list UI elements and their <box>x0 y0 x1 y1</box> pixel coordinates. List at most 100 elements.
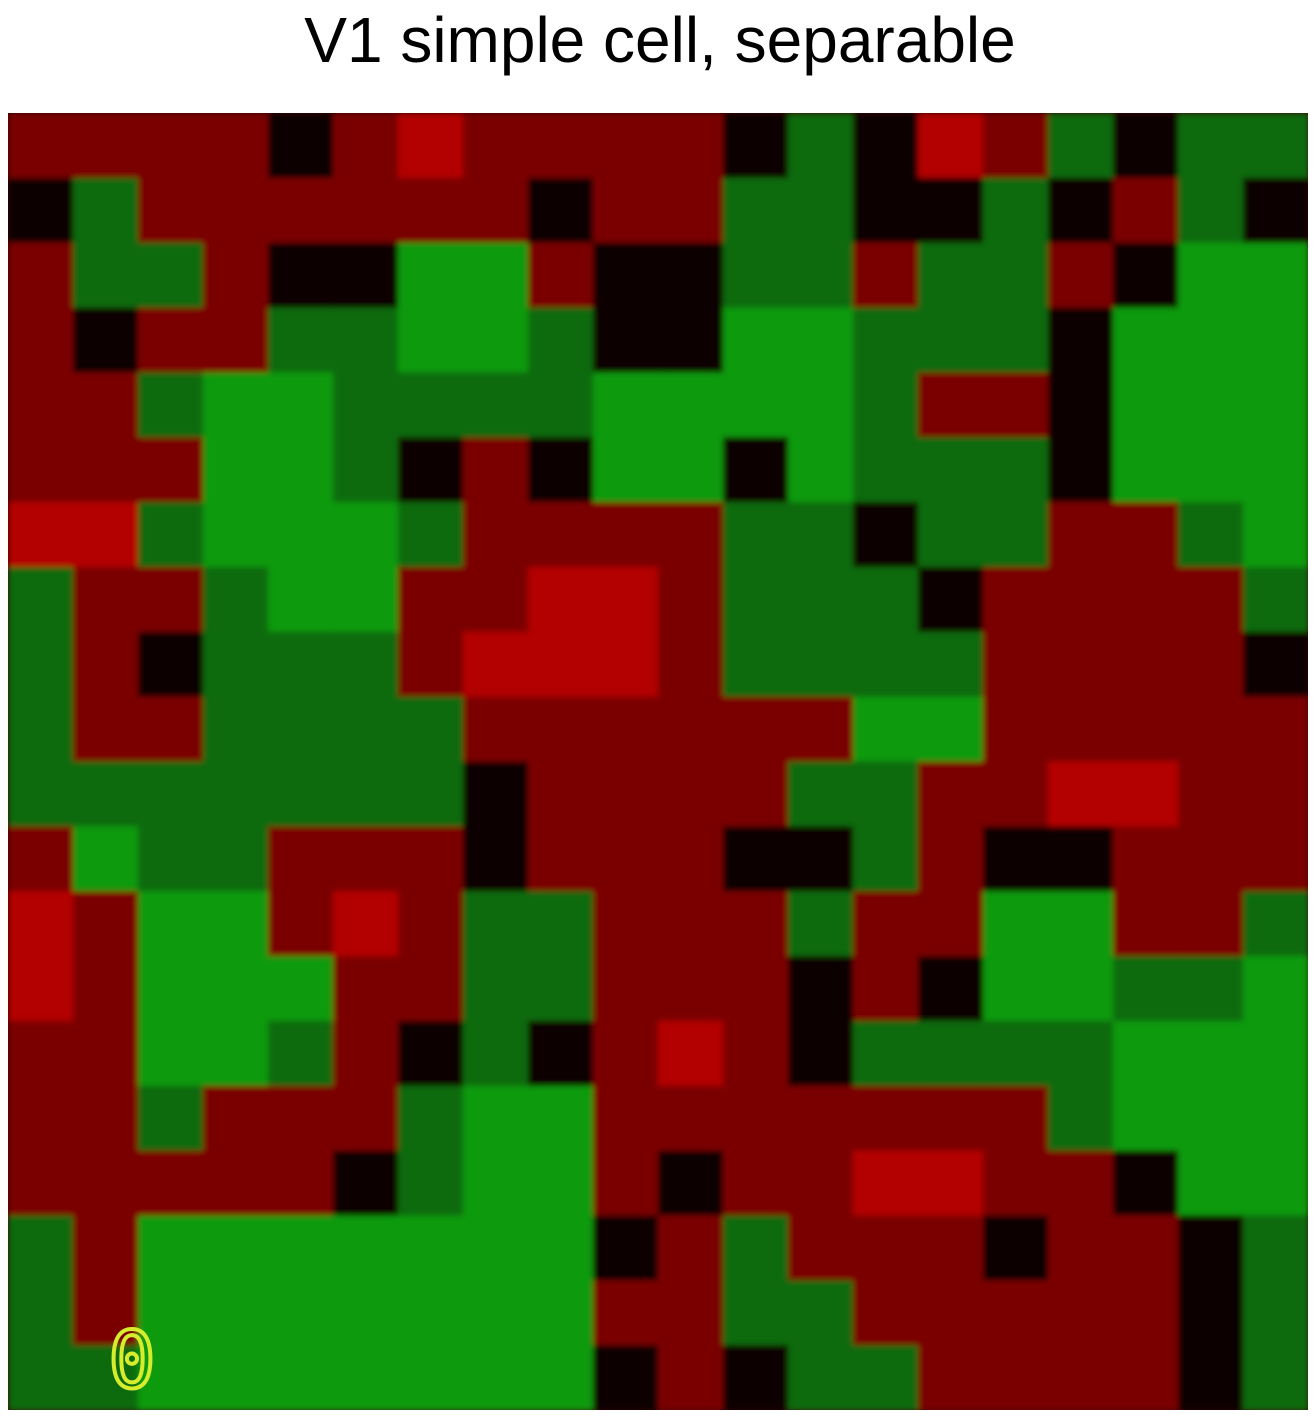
pixel <box>918 502 984 568</box>
pixel <box>203 566 269 633</box>
pixel <box>1178 566 1244 633</box>
pixel <box>918 113 984 179</box>
pixel <box>788 696 854 763</box>
pixel <box>8 1150 74 1217</box>
pixel <box>268 242 334 309</box>
pixel <box>203 437 269 504</box>
pixel <box>723 826 789 893</box>
pixel <box>1178 1150 1244 1217</box>
pixel <box>138 891 204 958</box>
pixel <box>853 891 919 958</box>
pixel <box>1048 1345 1114 1410</box>
pixel <box>983 437 1049 504</box>
pixel <box>398 1345 464 1410</box>
pixel <box>398 956 464 1022</box>
pixel <box>138 826 204 893</box>
pixel <box>138 177 204 244</box>
pixel <box>528 956 594 1022</box>
pixel <box>138 1020 204 1087</box>
pixel <box>1178 242 1244 309</box>
pixel <box>983 307 1049 374</box>
pixel <box>1178 1085 1244 1152</box>
pixel <box>203 1150 269 1217</box>
pixel <box>918 696 984 763</box>
pixel <box>983 761 1049 828</box>
pixel <box>723 1085 789 1152</box>
pixel <box>853 307 919 374</box>
pixel <box>1243 1280 1308 1347</box>
pixel <box>398 1150 464 1217</box>
pixel <box>1113 437 1179 504</box>
pixel <box>1243 242 1308 309</box>
pixel <box>723 372 789 439</box>
pixel <box>138 1345 204 1410</box>
pixel <box>398 826 464 893</box>
pixel <box>788 502 854 568</box>
pixel <box>593 307 659 374</box>
pixel <box>853 1280 919 1347</box>
pixel <box>1243 177 1308 244</box>
pixel <box>1113 696 1179 763</box>
pixel <box>658 1280 724 1347</box>
pixel <box>1113 566 1179 633</box>
pixel <box>593 826 659 893</box>
pixel <box>528 631 594 698</box>
pixel <box>268 1150 334 1217</box>
pixel <box>528 113 594 179</box>
pixel <box>8 177 74 244</box>
pixel <box>8 307 74 374</box>
pixel <box>1113 1215 1179 1282</box>
pixel <box>1048 1150 1114 1217</box>
pixel <box>1048 826 1114 893</box>
pixel <box>463 1345 529 1410</box>
pixel <box>853 242 919 309</box>
pixel <box>1243 696 1308 763</box>
pixel <box>658 242 724 309</box>
pixel <box>788 372 854 439</box>
pixel <box>918 1215 984 1282</box>
pixel <box>1243 437 1308 504</box>
pixel <box>73 113 139 179</box>
pixel <box>593 437 659 504</box>
pixel <box>333 1085 399 1152</box>
pixel <box>658 502 724 568</box>
pixel <box>1113 307 1179 374</box>
pixel <box>463 307 529 374</box>
pixel <box>853 696 919 763</box>
pixel <box>1178 1345 1244 1410</box>
pixel <box>8 372 74 439</box>
pixel <box>138 761 204 828</box>
pixel <box>788 1345 854 1410</box>
pixel <box>203 1280 269 1347</box>
pixel <box>73 1215 139 1282</box>
pixel <box>983 1345 1049 1410</box>
pixel <box>138 1085 204 1152</box>
pixel <box>1178 826 1244 893</box>
pixel <box>723 307 789 374</box>
pixel <box>8 696 74 763</box>
pixel <box>268 1085 334 1152</box>
pixel <box>398 566 464 633</box>
pixel <box>1243 631 1308 698</box>
title: V1 simple cell, separable <box>304 4 1015 76</box>
pixel <box>73 891 139 958</box>
pixel <box>593 1345 659 1410</box>
pixel <box>203 1215 269 1282</box>
pixel <box>853 177 919 244</box>
pixel <box>1113 826 1179 893</box>
pixel <box>1048 113 1114 179</box>
pixel <box>853 566 919 633</box>
pixel <box>8 826 74 893</box>
pixel <box>463 696 529 763</box>
pixel <box>463 1150 529 1217</box>
pixel <box>1243 566 1308 633</box>
pixel <box>8 1280 74 1347</box>
pixel <box>138 631 204 698</box>
pixel <box>1113 761 1179 828</box>
pixel <box>528 1345 594 1410</box>
pixel <box>788 437 854 504</box>
pixel <box>658 1020 724 1087</box>
pixel <box>463 242 529 309</box>
pixel <box>398 372 464 439</box>
pixel <box>593 242 659 309</box>
